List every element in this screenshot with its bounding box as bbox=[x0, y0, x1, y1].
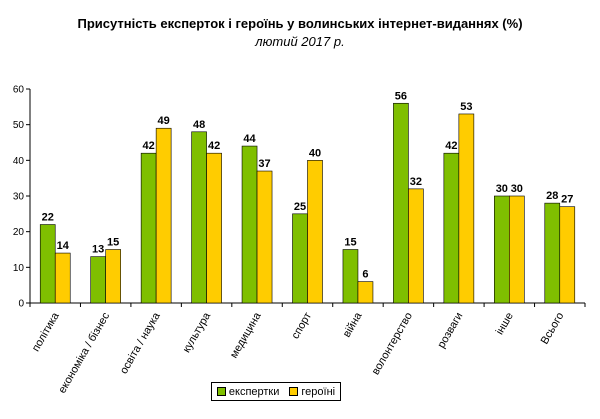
legend-swatch-series-1 bbox=[216, 387, 226, 396]
bar-series-1 bbox=[241, 145, 258, 304]
y-tick-label: 60 bbox=[13, 85, 25, 96]
bar-series-1 bbox=[39, 224, 56, 304]
bar-series-1 bbox=[393, 102, 409, 304]
bar-series-2 bbox=[357, 281, 374, 304]
y-tick-label: 40 bbox=[13, 156, 25, 167]
bar-series-2 bbox=[206, 152, 222, 304]
legend-label-series-2: героїні bbox=[301, 385, 336, 398]
legend-swatch-series-2 bbox=[289, 387, 299, 396]
data-label-series-1: 25 bbox=[294, 201, 306, 213]
data-label-series-1: 42 bbox=[445, 140, 457, 152]
bar-series-2 bbox=[408, 188, 424, 304]
data-label-series-2: 42 bbox=[208, 140, 220, 152]
bar-series-1 bbox=[443, 152, 460, 304]
data-label-series-2: 32 bbox=[410, 176, 422, 188]
data-label-series-2: 49 bbox=[158, 115, 170, 127]
x-category-label: політика bbox=[30, 310, 62, 354]
x-category-label: економіка / бізнес bbox=[56, 310, 112, 395]
y-tick-label: 0 bbox=[18, 299, 24, 310]
bar-series-2 bbox=[155, 127, 172, 304]
data-label-series-1: 30 bbox=[496, 183, 508, 195]
data-label-series-2: 53 bbox=[460, 101, 472, 113]
chart-title: Присутність експерток і героїнь у волинс… bbox=[77, 16, 523, 31]
y-tick-label: 50 bbox=[13, 120, 25, 131]
bar-series-1 bbox=[342, 249, 359, 304]
bar-series-1 bbox=[292, 213, 308, 304]
data-label-series-2: 37 bbox=[258, 158, 270, 170]
bar-series-2 bbox=[307, 160, 323, 304]
data-label-series-2: 40 bbox=[309, 147, 321, 159]
x-category-label: спорт bbox=[289, 311, 314, 342]
bar-series-1 bbox=[494, 195, 510, 304]
bar-series-2 bbox=[105, 249, 121, 304]
data-label-series-2: 27 bbox=[561, 194, 573, 206]
data-label-series-1: 42 bbox=[143, 140, 155, 152]
bar-series-1 bbox=[140, 152, 157, 304]
bar-series-1 bbox=[191, 131, 207, 304]
x-category-label: Всього bbox=[539, 311, 567, 347]
data-label-series-1: 15 bbox=[344, 237, 356, 249]
bar-series-2 bbox=[54, 252, 71, 304]
bar-series-2 bbox=[458, 113, 475, 304]
bar-series-2 bbox=[256, 170, 273, 304]
x-category-label: інше bbox=[494, 311, 516, 337]
data-label-series-2: 14 bbox=[57, 240, 70, 252]
bar-series-2 bbox=[559, 206, 576, 304]
legend-item-series-2: героїні bbox=[289, 386, 335, 398]
data-label-series-2: 15 bbox=[107, 237, 119, 249]
x-category-label: війна bbox=[341, 310, 365, 340]
bar-series-1 bbox=[90, 256, 106, 304]
bar-series-2 bbox=[509, 195, 525, 304]
legend-item-series-1: експертки bbox=[216, 385, 280, 398]
data-label-series-1: 13 bbox=[92, 244, 104, 256]
legend: експертки героїні bbox=[211, 382, 341, 401]
data-label-series-1: 22 bbox=[42, 212, 54, 224]
data-label-series-2: 30 bbox=[511, 183, 523, 195]
chart-subtitle: лютий 2017 р. bbox=[255, 34, 345, 49]
x-category-label: культура bbox=[181, 310, 214, 355]
bar-series-1 bbox=[544, 202, 561, 304]
x-category-label: розваги bbox=[435, 311, 465, 351]
legend-label-series-1: експертки bbox=[228, 385, 280, 398]
y-tick-label: 10 bbox=[13, 263, 25, 274]
data-label-series-1: 48 bbox=[193, 119, 205, 131]
y-tick-label: 20 bbox=[13, 227, 25, 238]
x-category-label: волонтерство bbox=[370, 311, 415, 378]
data-label-series-1: 28 bbox=[546, 190, 558, 202]
x-category-label: медицина bbox=[228, 310, 264, 361]
data-label-series-2: 6 bbox=[362, 269, 368, 281]
x-category-label: освіта / наука bbox=[118, 310, 163, 376]
y-tick-label: 30 bbox=[13, 192, 25, 203]
data-label-series-1: 44 bbox=[243, 133, 256, 145]
data-label-series-1: 56 bbox=[395, 90, 407, 102]
